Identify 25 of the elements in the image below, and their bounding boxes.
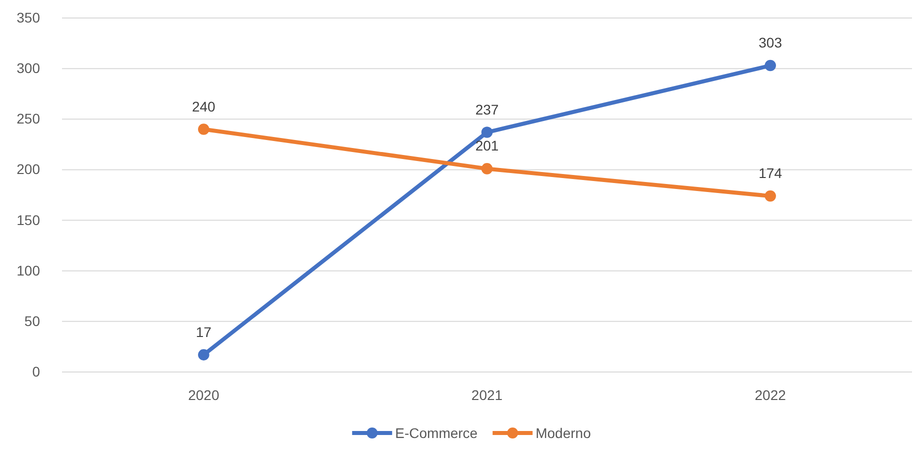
y-tick-label: 0 [32,363,40,380]
legend-label: Moderno [536,425,592,441]
data-label: 201 [475,138,499,154]
y-tick-label: 200 [16,161,40,178]
point [764,60,776,72]
y-tick-label: 350 [16,9,40,26]
point [198,124,210,135]
data-label: 240 [192,98,216,114]
x-tick-label: 2022 [754,386,786,403]
legend-label: E-Commerce [395,425,478,441]
x-tick-label: 2020 [188,386,220,403]
point [481,163,493,174]
y-tick-label: 300 [16,60,40,76]
data-label: 237 [475,101,499,118]
point [198,349,210,360]
x-tick-label: 2021 [471,386,503,403]
y-tick-label: 100 [16,262,40,278]
y-tick-label: 250 [16,110,40,127]
y-tick-label: 150 [16,212,40,228]
point [481,126,493,138]
data-label: 17 [196,324,212,340]
y-tick-label: 50 [24,312,40,329]
data-label: 303 [758,34,782,51]
data-label: 174 [758,165,782,182]
point [764,190,776,202]
